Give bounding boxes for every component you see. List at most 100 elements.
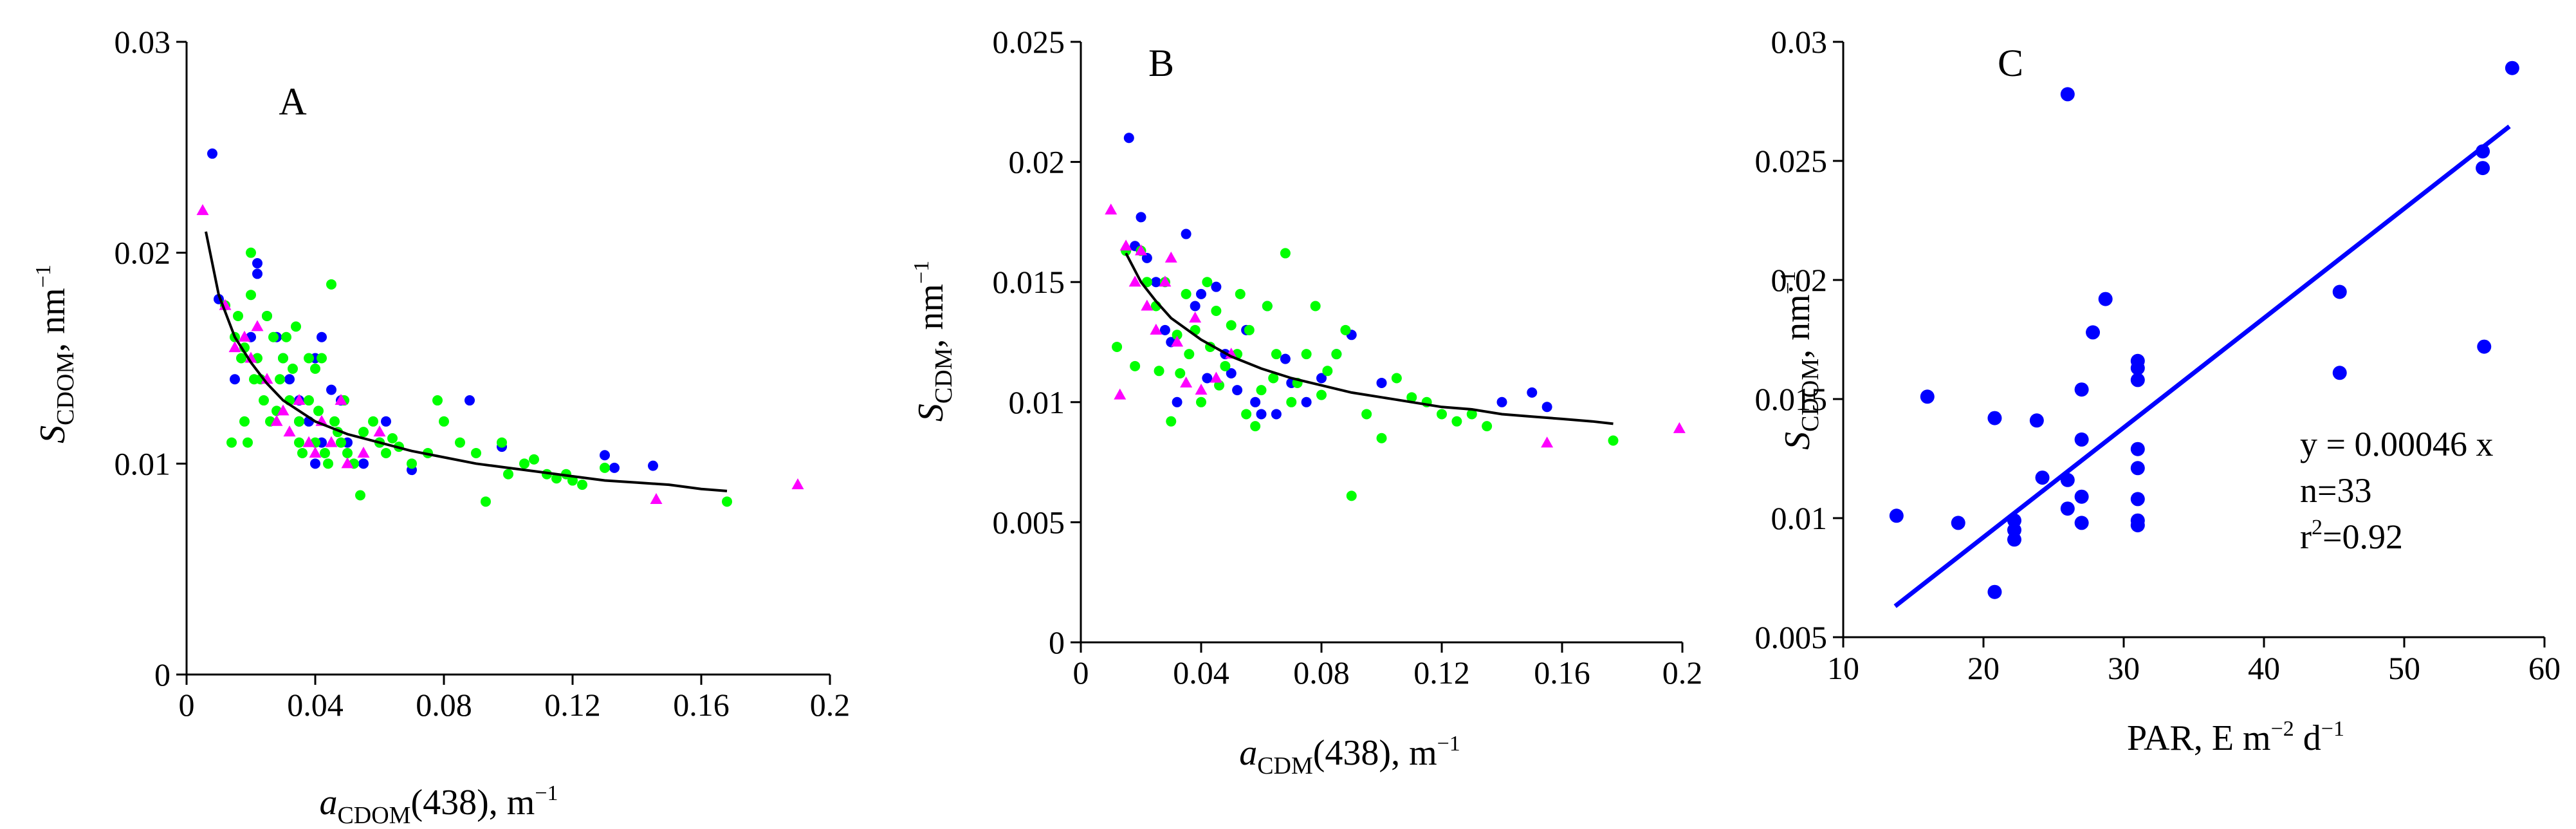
panel-c-blue-point [1987, 411, 2002, 425]
panel-b-blue-point [1123, 133, 1134, 144]
panel-a-green-point [439, 416, 449, 427]
fit-r-squared-sup: 2 [2312, 516, 2323, 539]
panel-a-label: A [279, 80, 306, 123]
panel-a-green-point [268, 331, 279, 342]
panel-c-blue-point [2332, 366, 2347, 380]
panel-c-blue-point [2476, 161, 2490, 176]
panel-a-green-point [313, 405, 324, 416]
panel-b-magenta-point [1119, 239, 1132, 251]
panel-b-label: B [1148, 42, 1174, 84]
panel-c-label: C [1998, 42, 2023, 84]
panel-a-blue-point [252, 268, 262, 279]
panel-c-xlabel-sup2: −1 [2321, 717, 2344, 741]
panel-b-green-point [1250, 421, 1261, 432]
panel-b-xlabel-rest: (438), m [1313, 733, 1437, 773]
panel-b-magenta-point [1673, 422, 1686, 433]
panel-a-magenta-point [293, 394, 306, 405]
panel-b-green-point [1184, 349, 1195, 360]
panel-c-blue-point [2074, 489, 2089, 504]
panel-a-green-point [519, 458, 529, 469]
panel-a-green-point [262, 310, 272, 321]
panel-a-green-point [275, 374, 285, 385]
panel-c-blue-point [2130, 492, 2145, 507]
panel-a-ytick-label-0p01: 0.01 [115, 445, 171, 481]
panel-a-green-point [497, 437, 507, 448]
panel-b: 0 0.04 0.08 0.12 0.16 0.2 0 0.005 0.01 0.015 0.02 0… [910, 24, 1702, 779]
panel-b-green-point [1376, 433, 1387, 443]
panel-a-ylabel-sup: −1 [32, 265, 55, 288]
panel-a-green-point [259, 395, 269, 406]
panel-a-xlabel-rest: (438), m [410, 783, 535, 823]
panel-b-green-point [1301, 349, 1312, 360]
panel-b-green-point [1202, 277, 1213, 288]
panel-b-green-point [1226, 320, 1237, 331]
panel-a-blue-point [317, 331, 327, 342]
panel-b-xtick-label-0p08: 0.08 [1293, 655, 1350, 691]
panel-b-fit-curve [1125, 252, 1614, 425]
panel-a-green-point [288, 363, 298, 374]
panel-c-ytick-label-0p01: 0.01 [1771, 500, 1828, 536]
panel-c-blue-point [2130, 442, 2145, 456]
panel-c-blue-point [2035, 470, 2050, 485]
panel-b-blue-point [1196, 288, 1206, 299]
panel-a-green-point [368, 416, 378, 427]
panel-a-green-point [503, 469, 513, 480]
panel-b-magenta-point [1195, 384, 1208, 395]
panel-a-green-point [381, 447, 391, 458]
panel-c-xtick-label-30: 30 [2108, 650, 2140, 686]
panel-a-magenta-point [270, 414, 283, 426]
panel-c-blue-point [2086, 325, 2101, 340]
panel-a-blue-point [609, 462, 620, 473]
panel-a-blue-point [310, 458, 320, 469]
panel-c-blue-point [2029, 413, 2044, 428]
panel-a-green-point [722, 496, 732, 507]
panel-b-ylabel-sup: −1 [910, 261, 934, 284]
panel-b-green-point [1241, 409, 1252, 420]
panel-b-ticks: 0 0.04 0.08 0.12 0.16 0.2 0 0.005 0.01 0.015 0.02 0… [993, 24, 1703, 691]
panel-c-ticks: 10 20 30 40 50 60 0.005 0.01 0.015 0.02 0.025 0.03 [1755, 24, 2561, 686]
panel-c-blue-point [2060, 87, 2075, 102]
fit-r-squared-prefix: r [2300, 517, 2312, 556]
panel-c-ytick-label-0p02: 0.02 [1771, 262, 1828, 298]
panel-a-xtick-label-0p12: 0.12 [544, 687, 601, 723]
panel-a-xtick-label-0p08: 0.08 [416, 687, 472, 723]
panel-a-green-point [600, 462, 610, 473]
panel-a-xlabel-sup: −1 [535, 781, 558, 805]
panel-a-magenta-point [277, 404, 290, 416]
panel-a-xlabel-italic: a [319, 783, 337, 823]
panel-c-xlabel-text: PAR, E m [2127, 718, 2271, 758]
panel-a-magenta-point [325, 436, 338, 447]
panel-b-green-point [1196, 396, 1206, 407]
panel-a-green-point [297, 447, 308, 458]
fit-r-squared-rest: =0.92 [2323, 517, 2403, 556]
panel-b-ytick-label-0: 0 [1049, 624, 1065, 660]
panel-b-ylabel-italic: S [911, 404, 951, 422]
panel-a-magenta-point [309, 446, 322, 458]
panel-a-green-point [291, 321, 301, 332]
panel-b-magenta-point [1150, 323, 1163, 335]
panel-b-magenta-point [1171, 335, 1184, 347]
panel-c-xtick-label-20: 20 [1967, 650, 2000, 686]
panel-b-magenta-point [1135, 244, 1147, 256]
panel-c-xlabel-sup1: −2 [2271, 717, 2294, 741]
panel-b-blue-point [1150, 277, 1161, 288]
panel-a-green-point [243, 437, 253, 448]
panel-b-ytick-label-0p025: 0.025 [993, 24, 1065, 60]
panel-b-xtick-label-0p04: 0.04 [1173, 655, 1229, 691]
panel-a-green-point [358, 427, 369, 438]
panel-b-green-point [1154, 366, 1164, 377]
panel-a-blue-point [284, 374, 295, 385]
panel-a-marks [196, 148, 804, 507]
panel-c-blue-point [2332, 284, 2347, 299]
panel-b-green-point [1280, 248, 1291, 259]
panel-b-green-point [1112, 341, 1123, 352]
panel-a-green-point [432, 395, 443, 406]
panel-c-ytick-label-0p03: 0.03 [1771, 24, 1828, 60]
panel-b-green-point [1608, 435, 1619, 446]
panel-a-ylabel-sub: CDOM [52, 352, 79, 425]
panel-c-ylabel-sub: CDOM [1797, 359, 1824, 432]
panel-b-green-point [1361, 409, 1372, 420]
panel-a-xlabel: aCDOM(438), m−1 [319, 781, 558, 829]
panel-a-ylabel-rest: , nm [33, 288, 73, 352]
